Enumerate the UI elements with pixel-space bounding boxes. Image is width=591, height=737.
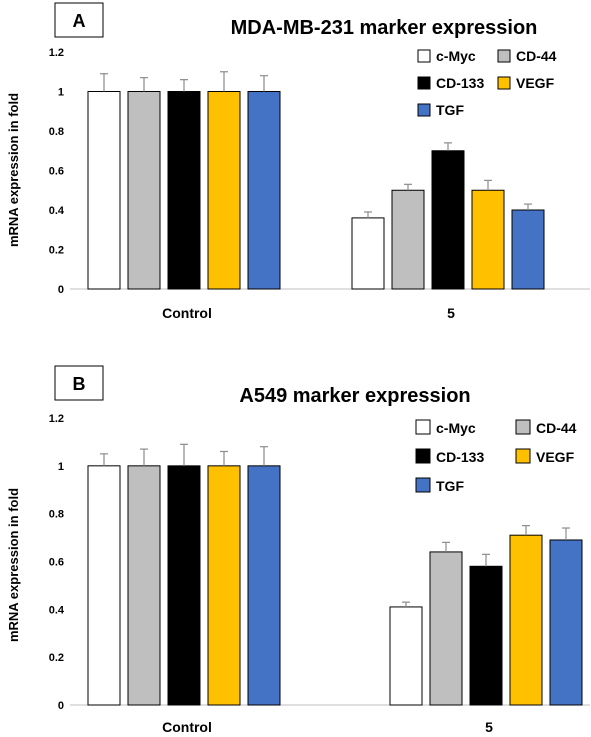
bar-vegf	[509, 534, 543, 706]
legend-swatch	[417, 76, 431, 90]
legend: c-Myc CD-44 CD-133 VEGF TGF	[417, 48, 557, 118]
bars	[87, 71, 545, 290]
bar-tgf	[511, 209, 545, 290]
legend-swatch	[515, 448, 531, 464]
legend-label: c-Myc	[436, 48, 476, 64]
y-tick-label: 0.8	[49, 509, 64, 521]
bars	[87, 443, 583, 706]
bar-vegf	[207, 91, 241, 290]
legend-label: VEGF	[536, 449, 575, 465]
y-axis-label: mRNA expression in fold	[6, 93, 21, 247]
bar-cd-133	[469, 565, 503, 706]
legend-swatch	[415, 419, 431, 435]
legend-swatch	[417, 49, 431, 63]
legend-swatch	[515, 419, 531, 435]
legend-swatch	[497, 49, 511, 63]
bar-cd-44	[391, 189, 425, 290]
y-tick-label: 0.8	[49, 126, 64, 138]
bar-cd-44	[429, 551, 463, 706]
panel-label-box	[54, 2, 104, 38]
legend-label: CD-133	[436, 75, 484, 91]
legend-swatch	[497, 76, 511, 90]
y-tick-label: 0.6	[49, 557, 64, 569]
legend-label: CD-44	[516, 48, 557, 64]
legend-label: TGF	[436, 478, 464, 494]
bar-c-myc	[389, 606, 423, 706]
legend-swatch	[417, 103, 431, 117]
bar-cd-44	[127, 91, 161, 290]
bar-c-myc	[87, 465, 121, 706]
x-category-label: Control	[162, 305, 212, 321]
y-tick-label: 1	[58, 87, 64, 99]
y-tick-label: 0.4	[49, 604, 65, 616]
bar-tgf	[247, 91, 281, 290]
legend-swatch	[415, 477, 431, 493]
bar-tgf	[247, 465, 281, 706]
x-category-label: 5	[447, 305, 455, 321]
y-tick-label: 0	[58, 700, 64, 712]
chart-title: MDA-MB-231 marker expression	[231, 17, 538, 39]
panel-label: B	[73, 374, 86, 394]
y-tick-label: 0.6	[49, 166, 64, 178]
x-category-label: 5	[485, 719, 493, 735]
bar-cd-44	[127, 465, 161, 706]
panel-label: A	[73, 11, 86, 31]
bar-cd-133	[167, 465, 201, 706]
x-axis: Control 5	[162, 305, 455, 321]
bar-tgf	[549, 539, 583, 706]
legend-label: CD-133	[436, 449, 484, 465]
y-tick-label: 0.4	[49, 205, 65, 217]
bar-cd-133	[431, 150, 465, 290]
panel-a: A MDA-MB-231 marker expression mRNA expr…	[6, 2, 590, 321]
panel-b: B A549 marker expression mRNA expression…	[6, 365, 590, 735]
panel-label-box	[54, 365, 104, 401]
chart-title: A549 marker expression	[239, 385, 470, 407]
bar-cd-133	[167, 91, 201, 290]
bar-vegf	[471, 189, 505, 290]
legend-label: TGF	[436, 102, 464, 118]
x-axis: Control 5	[162, 719, 493, 735]
y-tick-label: 0.2	[49, 652, 64, 664]
y-tick-label: 1.2	[49, 413, 64, 425]
legend-label: VEGF	[516, 75, 555, 91]
y-tick-label: 0	[58, 284, 64, 296]
legend-swatch	[415, 448, 431, 464]
bar-vegf	[207, 465, 241, 706]
bar-c-myc	[87, 91, 121, 290]
x-category-label: Control	[162, 719, 212, 735]
legend: c-Myc CD-44 CD-133 VEGF TGF	[415, 419, 577, 494]
y-tick-label: 1.2	[49, 47, 64, 59]
legend-label: CD-44	[536, 420, 577, 436]
bar-c-myc	[351, 217, 385, 290]
y-tick-label: 0.2	[49, 245, 64, 257]
legend-label: c-Myc	[436, 420, 476, 436]
y-tick-label: 1	[58, 461, 64, 473]
y-axis-label: mRNA expression in fold	[6, 488, 21, 642]
